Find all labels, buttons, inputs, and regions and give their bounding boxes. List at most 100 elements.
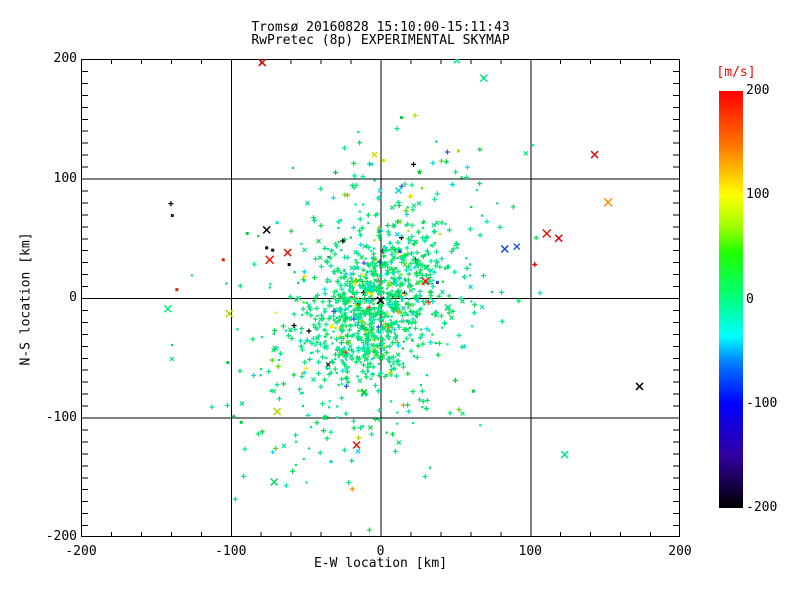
data-point [369, 431, 375, 437]
data-point [360, 353, 366, 359]
data-point [327, 256, 330, 259]
data-point [386, 312, 389, 315]
data-point [396, 362, 402, 368]
data-point [377, 188, 383, 193]
data-point [409, 268, 413, 271]
data-point [462, 274, 468, 280]
data-point [432, 196, 438, 202]
data-point [376, 316, 382, 322]
data-point [257, 235, 260, 238]
data-point [427, 289, 433, 295]
data-point [364, 243, 370, 249]
data-point [353, 315, 359, 321]
data-point [281, 381, 287, 387]
data-point [356, 435, 362, 441]
data-point [366, 527, 372, 533]
data-point [396, 334, 399, 337]
data-point [449, 181, 455, 187]
data-point [350, 349, 356, 355]
data-point [419, 276, 422, 280]
data-point [338, 318, 342, 321]
data-point [305, 200, 310, 206]
data-point [635, 382, 644, 391]
data-point [367, 362, 370, 365]
data-point [402, 310, 408, 316]
data-point [351, 291, 357, 297]
data-point [338, 309, 344, 315]
data-point [410, 316, 416, 322]
data-point [294, 440, 298, 443]
data-point [484, 219, 490, 225]
data-point [341, 345, 347, 351]
data-point [371, 256, 377, 262]
data-point [296, 295, 302, 301]
data-point [471, 389, 475, 393]
plot-title: Tromsø 20160828 15:10:00-15:11:43 RwPret… [81, 21, 680, 48]
data-point [499, 289, 505, 295]
data-point [352, 322, 358, 328]
data-point [337, 226, 340, 230]
data-point [438, 158, 444, 164]
data-point [366, 304, 372, 310]
data-point [385, 229, 391, 235]
data-point [318, 341, 324, 347]
data-point [300, 371, 304, 375]
data-point [432, 279, 435, 282]
data-point [326, 371, 332, 377]
data-point [312, 256, 318, 262]
data-point [307, 447, 311, 450]
data-point [390, 244, 396, 250]
data-point [402, 293, 405, 296]
data-point [344, 375, 350, 381]
data-point [299, 326, 305, 332]
data-point [396, 275, 402, 281]
data-point [385, 431, 388, 434]
data-point [299, 374, 305, 380]
data-point [417, 171, 421, 175]
data-point [363, 374, 369, 380]
data-point [392, 280, 396, 283]
data-point [437, 264, 443, 270]
data-point [352, 313, 355, 316]
data-point [336, 416, 339, 419]
data-point [396, 440, 402, 445]
data-point [402, 262, 408, 268]
data-point [420, 272, 426, 278]
data-point [447, 410, 453, 416]
data-point [354, 258, 357, 262]
data-point [390, 354, 396, 360]
data-point [245, 231, 249, 235]
data-point [357, 130, 360, 134]
data-point [438, 232, 441, 235]
data-point [345, 358, 348, 361]
data-point [370, 364, 376, 370]
data-point [320, 354, 326, 360]
data-point [342, 349, 348, 355]
data-point [406, 408, 412, 414]
data-point [435, 352, 441, 358]
data-point [421, 277, 430, 286]
data-point [306, 304, 312, 310]
data-point [259, 368, 263, 371]
data-point [537, 290, 543, 296]
data-point [440, 289, 445, 295]
data-point [318, 223, 324, 229]
data-point [339, 395, 345, 401]
data-point [321, 428, 327, 434]
data-point [359, 346, 365, 352]
data-point [293, 271, 296, 274]
data-point [269, 283, 272, 286]
data-point [390, 340, 396, 346]
data-point [412, 112, 418, 118]
data-point [427, 279, 433, 285]
plot-title-line2: RwPretec (8p) EXPERIMENTAL SKYMAP [251, 32, 510, 48]
data-point [317, 255, 323, 261]
data-point [389, 298, 392, 301]
data-point [258, 59, 267, 67]
data-point [392, 360, 395, 363]
data-point [371, 151, 378, 158]
data-point [373, 247, 376, 250]
data-point [389, 292, 395, 298]
data-point [363, 350, 369, 356]
data-point [345, 379, 351, 385]
